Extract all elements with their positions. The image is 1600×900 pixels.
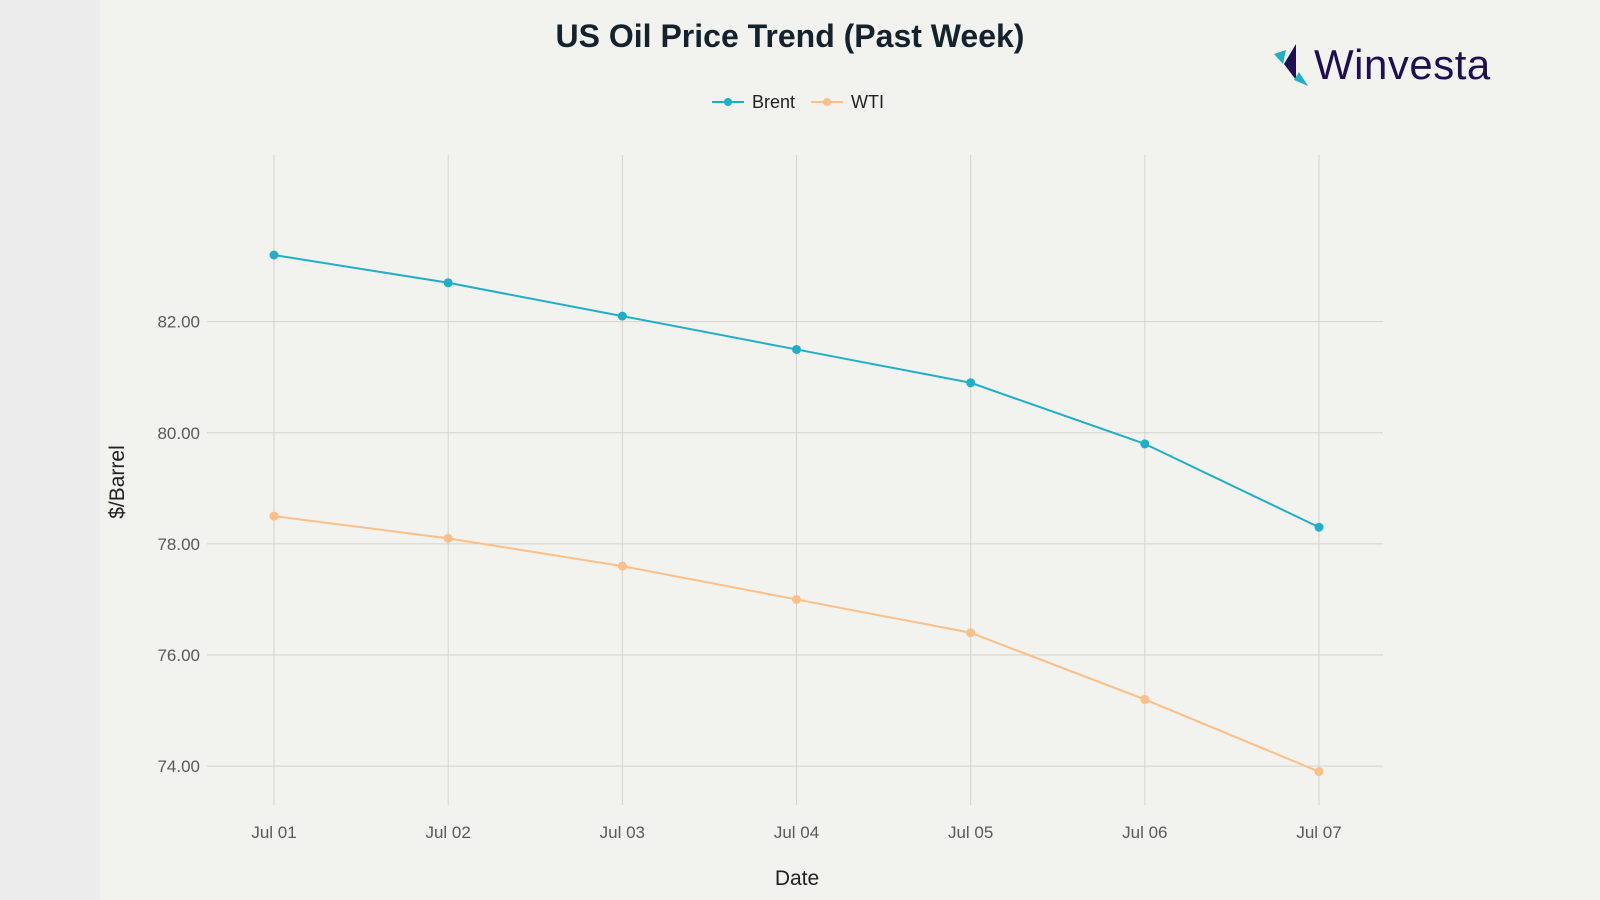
legend-item-wti[interactable]: WTI (809, 92, 884, 113)
point-brent-4 (792, 344, 801, 354)
y-tick-label-5: 82.00 (157, 313, 200, 332)
legend-item-brent[interactable]: Brent (710, 92, 795, 113)
x-tick-label-3: Jul 03 (600, 823, 645, 842)
x-axis-title: Date (775, 867, 819, 890)
point-brent-1 (269, 250, 279, 260)
brand-name: Winvesta (1314, 41, 1491, 88)
y-tick-label-3: 78.00 (157, 535, 200, 554)
x-tick-label-2: Jul 02 (425, 823, 470, 842)
brand-logo: Winvesta (1272, 42, 1491, 88)
y-tick-label-4: 80.00 (157, 424, 200, 443)
x-tick-label-5: Jul 05 (948, 823, 993, 842)
point-wti-6 (1140, 694, 1150, 704)
y-tick-label-1: 74.00 (157, 757, 200, 776)
point-brent-7 (1314, 522, 1324, 532)
legend: Brent WTI (710, 90, 884, 114)
x-tick-label-6: Jul 06 (1122, 823, 1167, 842)
point-wti-4 (792, 594, 801, 604)
chart-canvas (100, 0, 1600, 900)
legend-swatch-brent (712, 98, 744, 106)
y-tick-label-2: 76.00 (157, 646, 200, 665)
grid (207, 155, 1383, 805)
point-wti-1 (269, 511, 279, 521)
chart-title: US Oil Price Trend (Past Week) (555, 18, 1025, 54)
series (269, 250, 1324, 777)
legend-swatch-wti (811, 98, 844, 106)
x-tick-label-4: Jul 04 (774, 823, 819, 842)
point-wti-3 (617, 561, 627, 571)
winvesta-logo-icon (1274, 44, 1308, 86)
point-brent-6 (1140, 439, 1150, 449)
axis-ticks: Jul 01 Jul 02 Jul 03 Jul 04 Jul 05 Jul 06 Jul … (157, 313, 1341, 842)
legend-label-brent: Brent (752, 91, 796, 112)
point-wti-2 (443, 533, 453, 543)
point-wti-7 (1314, 767, 1324, 777)
x-tick-label-1: Jul 01 (251, 823, 296, 842)
point-brent-2 (443, 278, 453, 288)
point-brent-5 (966, 378, 976, 388)
point-brent-3 (617, 311, 627, 321)
y-axis-title: $/Barrel (106, 445, 129, 519)
legend-label-wti: WTI (851, 91, 885, 112)
x-tick-label-7: Jul 07 (1296, 823, 1341, 842)
point-wti-5 (966, 628, 976, 638)
